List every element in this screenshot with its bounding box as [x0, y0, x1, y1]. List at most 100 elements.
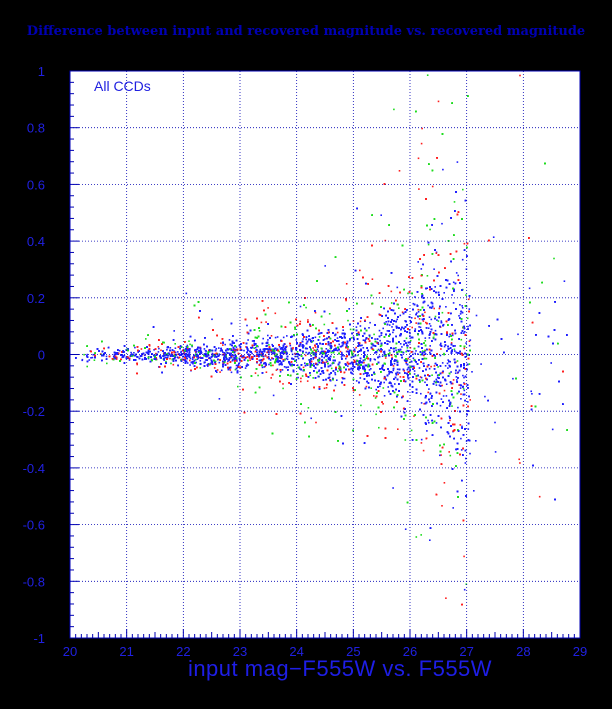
- data-point: [467, 298, 470, 301]
- data-point: [307, 319, 309, 321]
- data-point: [348, 350, 351, 353]
- data-point: [459, 304, 461, 306]
- data-point: [355, 380, 358, 382]
- data-point: [174, 343, 176, 345]
- data-point: [276, 355, 278, 357]
- data-point: [551, 428, 554, 431]
- data-point: [260, 352, 263, 354]
- data-point: [371, 278, 374, 280]
- data-point: [406, 360, 408, 362]
- data-point: [368, 335, 371, 338]
- data-point: [93, 359, 96, 361]
- data-point: [134, 346, 136, 349]
- data-point: [325, 348, 328, 350]
- data-point: [370, 368, 372, 370]
- data-point: [196, 358, 199, 360]
- data-point: [125, 357, 128, 360]
- data-point: [83, 353, 85, 356]
- data-point: [378, 329, 381, 332]
- data-point: [368, 365, 371, 368]
- data-point: [180, 350, 182, 353]
- data-point: [224, 343, 226, 346]
- data-point: [411, 350, 414, 353]
- data-point: [374, 397, 377, 399]
- data-point: [296, 364, 299, 366]
- data-point: [427, 419, 429, 422]
- data-point: [437, 366, 439, 368]
- data-point: [244, 367, 247, 369]
- data-point: [427, 243, 430, 246]
- data-point: [429, 539, 431, 541]
- data-point: [466, 317, 469, 320]
- data-point: [294, 355, 296, 358]
- data-point: [434, 355, 436, 357]
- data-point: [429, 351, 431, 354]
- data-point: [325, 361, 328, 363]
- data-point: [220, 342, 222, 344]
- data-point: [137, 351, 139, 353]
- data-point: [422, 449, 425, 452]
- data-point: [211, 352, 214, 355]
- data-point: [235, 346, 238, 348]
- data-point: [336, 379, 338, 381]
- data-point: [414, 317, 416, 320]
- data-point: [435, 252, 438, 254]
- data-point: [191, 345, 193, 348]
- data-point: [352, 365, 354, 367]
- data-point: [213, 367, 216, 369]
- data-point: [185, 349, 188, 351]
- data-point: [133, 352, 135, 354]
- data-point: [200, 350, 202, 353]
- data-point: [318, 369, 321, 371]
- data-point: [468, 308, 471, 310]
- data-point: [216, 371, 218, 373]
- data-point: [302, 352, 304, 354]
- data-point: [424, 340, 427, 342]
- data-point: [387, 340, 390, 343]
- data-point: [294, 353, 297, 355]
- data-point: [383, 381, 385, 384]
- data-point: [189, 364, 191, 366]
- data-point: [278, 346, 281, 348]
- data-point: [297, 376, 299, 379]
- data-point: [463, 332, 465, 334]
- data-point: [274, 336, 277, 339]
- data-point: [439, 354, 442, 357]
- data-point: [375, 388, 377, 391]
- data-point: [272, 394, 275, 397]
- data-point: [112, 355, 115, 358]
- data-point: [446, 362, 449, 365]
- data-point: [278, 350, 281, 353]
- data-point: [334, 334, 336, 337]
- data-point: [444, 365, 447, 367]
- data-point: [441, 222, 443, 225]
- data-point: [236, 360, 238, 362]
- data-point: [350, 337, 353, 339]
- data-point: [461, 425, 463, 428]
- data-point: [328, 313, 331, 315]
- data-point: [271, 357, 273, 359]
- data-point: [459, 352, 461, 355]
- data-point: [310, 417, 312, 420]
- data-point: [196, 353, 198, 356]
- data-point: [434, 286, 436, 288]
- data-point: [430, 365, 432, 368]
- data-point: [343, 335, 346, 337]
- data-point: [424, 381, 426, 384]
- data-point: [388, 371, 391, 374]
- data-point: [462, 288, 464, 291]
- data-point: [264, 365, 267, 368]
- data-point: [163, 359, 165, 361]
- data-point: [438, 307, 441, 310]
- data-point: [365, 357, 368, 360]
- data-point: [326, 355, 329, 358]
- data-point: [275, 349, 278, 351]
- data-point: [280, 362, 283, 365]
- data-point: [341, 377, 343, 379]
- data-point: [296, 351, 299, 353]
- data-point: [398, 307, 400, 309]
- data-point: [228, 352, 231, 355]
- data-point: [452, 379, 455, 381]
- data-point: [440, 342, 442, 345]
- data-point: [464, 331, 466, 333]
